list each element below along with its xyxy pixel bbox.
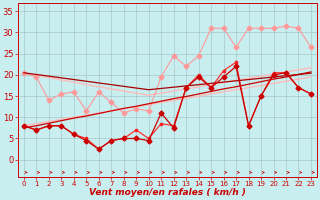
X-axis label: Vent moyen/en rafales ( km/h ): Vent moyen/en rafales ( km/h ) [89,188,246,197]
